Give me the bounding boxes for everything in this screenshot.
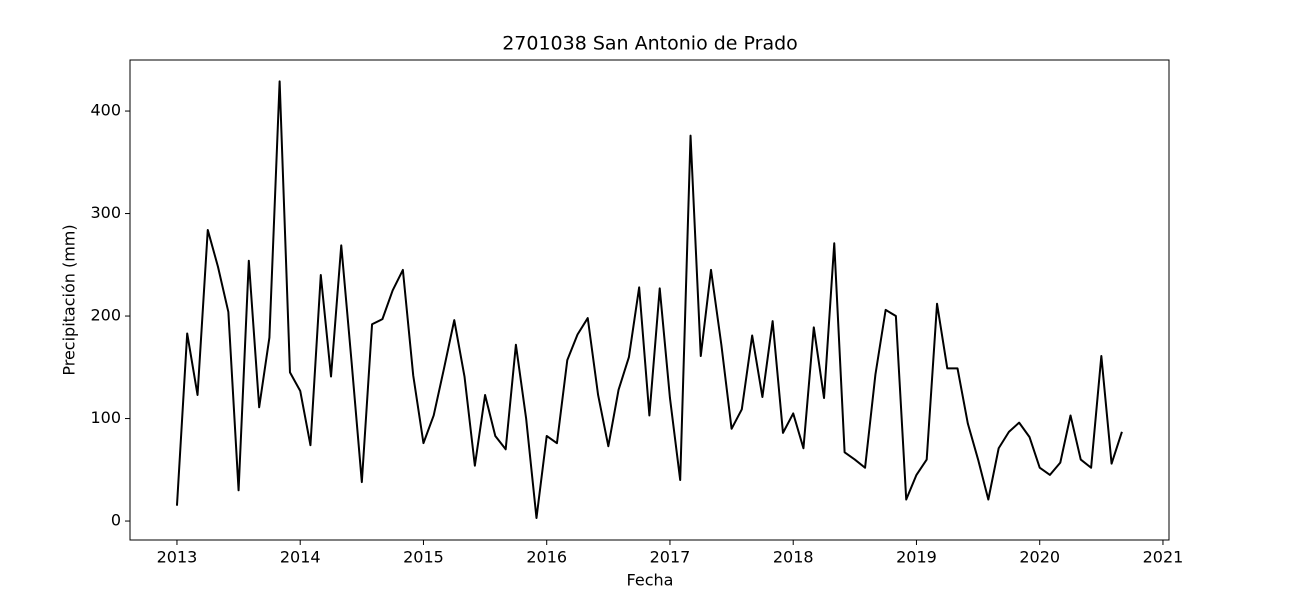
x-tick-label: 2018 [773,548,814,567]
y-tick-label: 200 [90,306,121,325]
y-tick-label: 400 [90,101,121,120]
chart-title: 2701038 San Antonio de Prado [502,33,798,55]
y-tick-label: 100 [90,408,121,427]
x-tick-label: 2015 [403,548,444,567]
data-line [175,80,1123,519]
x-tick-label: 2021 [1143,548,1184,567]
x-tick-label: 2019 [896,548,937,567]
y-tick-label: 300 [90,203,121,222]
x-tick-label: 2016 [526,548,567,567]
x-axis-label: Fecha [627,571,674,590]
y-axis-label: Precipitación (mm) [60,224,79,375]
plot-frame [129,59,1170,541]
x-tick-label: 2014 [280,548,321,567]
x-tick-label: 2013 [157,548,198,567]
x-tick-label: 2017 [650,548,691,567]
x-tick-label: 2020 [1019,548,1060,567]
y-tick-label: 0 [111,511,121,530]
